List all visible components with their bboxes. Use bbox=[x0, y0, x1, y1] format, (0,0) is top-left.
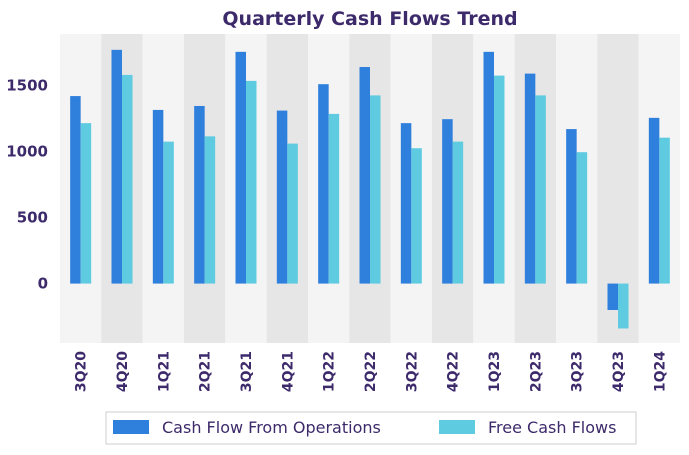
x-tick-label: 1Q23 bbox=[487, 351, 503, 392]
legend-label-free-cash-flows: Free Cash Flows bbox=[488, 418, 616, 437]
bar-free-cash-flows bbox=[80, 123, 92, 284]
bar-free-cash-flows bbox=[576, 152, 588, 284]
bar-operations bbox=[359, 67, 370, 284]
x-tick-label: 3Q22 bbox=[404, 351, 420, 392]
bar-operations bbox=[400, 123, 412, 284]
bar-operations bbox=[194, 105, 205, 284]
x-tick-label: 1Q22 bbox=[322, 351, 338, 392]
bar-operations bbox=[442, 119, 453, 284]
y-tick-label: 1500 bbox=[6, 77, 48, 95]
x-tick-label: 3Q21 bbox=[239, 351, 255, 392]
legend-swatch-operations bbox=[113, 420, 149, 434]
bar-free-cash-flows bbox=[618, 283, 629, 329]
bar-operations bbox=[152, 109, 164, 284]
bar-operations bbox=[111, 49, 122, 284]
chart-title: Quarterly Cash Flows Trend bbox=[222, 8, 517, 30]
y-tick-label: 0 bbox=[38, 275, 48, 293]
x-tick-label: 1Q24 bbox=[652, 351, 668, 392]
legend-box bbox=[105, 411, 637, 445]
bar-operations bbox=[235, 51, 246, 284]
bar-free-cash-flows bbox=[287, 143, 298, 284]
bar-operations bbox=[70, 96, 81, 284]
x-tick-label: 4Q21 bbox=[280, 351, 296, 392]
bar-operations bbox=[648, 117, 660, 284]
bar-free-cash-flows bbox=[370, 95, 381, 284]
y-tick-label: 1000 bbox=[6, 143, 48, 161]
x-tick-label: 3Q23 bbox=[570, 351, 586, 392]
bar-free-cash-flows bbox=[328, 113, 340, 284]
legend-label-operations: Cash Flow From Operations bbox=[162, 418, 381, 437]
bar-operations bbox=[524, 73, 536, 284]
bar-free-cash-flows bbox=[494, 75, 505, 284]
x-tick-label: 4Q23 bbox=[611, 351, 627, 392]
bar-operations bbox=[607, 283, 618, 310]
x-axis-ticks: 3Q20 4Q20 1Q21 2Q21 3Q21 4Q21 1Q22 2Q22 3Q22 4Q22… bbox=[74, 351, 669, 392]
bar-free-cash-flows bbox=[535, 95, 546, 284]
bar-free-cash-flows bbox=[204, 136, 216, 284]
bar-free-cash-flows bbox=[411, 148, 422, 284]
x-tick-label: 3Q20 bbox=[74, 351, 90, 392]
bar-free-cash-flows bbox=[163, 141, 174, 284]
bars bbox=[70, 49, 670, 329]
x-tick-label: 2Q21 bbox=[198, 351, 214, 392]
x-tick-label: 4Q20 bbox=[115, 351, 131, 392]
bar-operations bbox=[276, 110, 288, 284]
legend-swatch-free-cash-flows bbox=[439, 420, 475, 434]
x-tick-label: 4Q22 bbox=[446, 351, 462, 392]
bar-operations bbox=[566, 129, 577, 284]
x-tick-label: 2Q22 bbox=[363, 351, 379, 392]
bar-operations bbox=[483, 51, 494, 284]
bar-free-cash-flows bbox=[122, 74, 133, 284]
y-axis-ticks: 0 500 1000 1500 bbox=[6, 77, 48, 293]
bar-free-cash-flows bbox=[246, 80, 257, 284]
bar-operations bbox=[318, 84, 329, 284]
legend: Cash Flow From Operations Free Cash Flow… bbox=[105, 411, 637, 445]
y-tick-label: 500 bbox=[17, 209, 48, 227]
x-tick-label: 2Q23 bbox=[528, 351, 544, 392]
bar-free-cash-flows bbox=[659, 137, 670, 284]
x-tick-label: 1Q21 bbox=[156, 351, 172, 392]
bar-free-cash-flows bbox=[452, 141, 464, 284]
